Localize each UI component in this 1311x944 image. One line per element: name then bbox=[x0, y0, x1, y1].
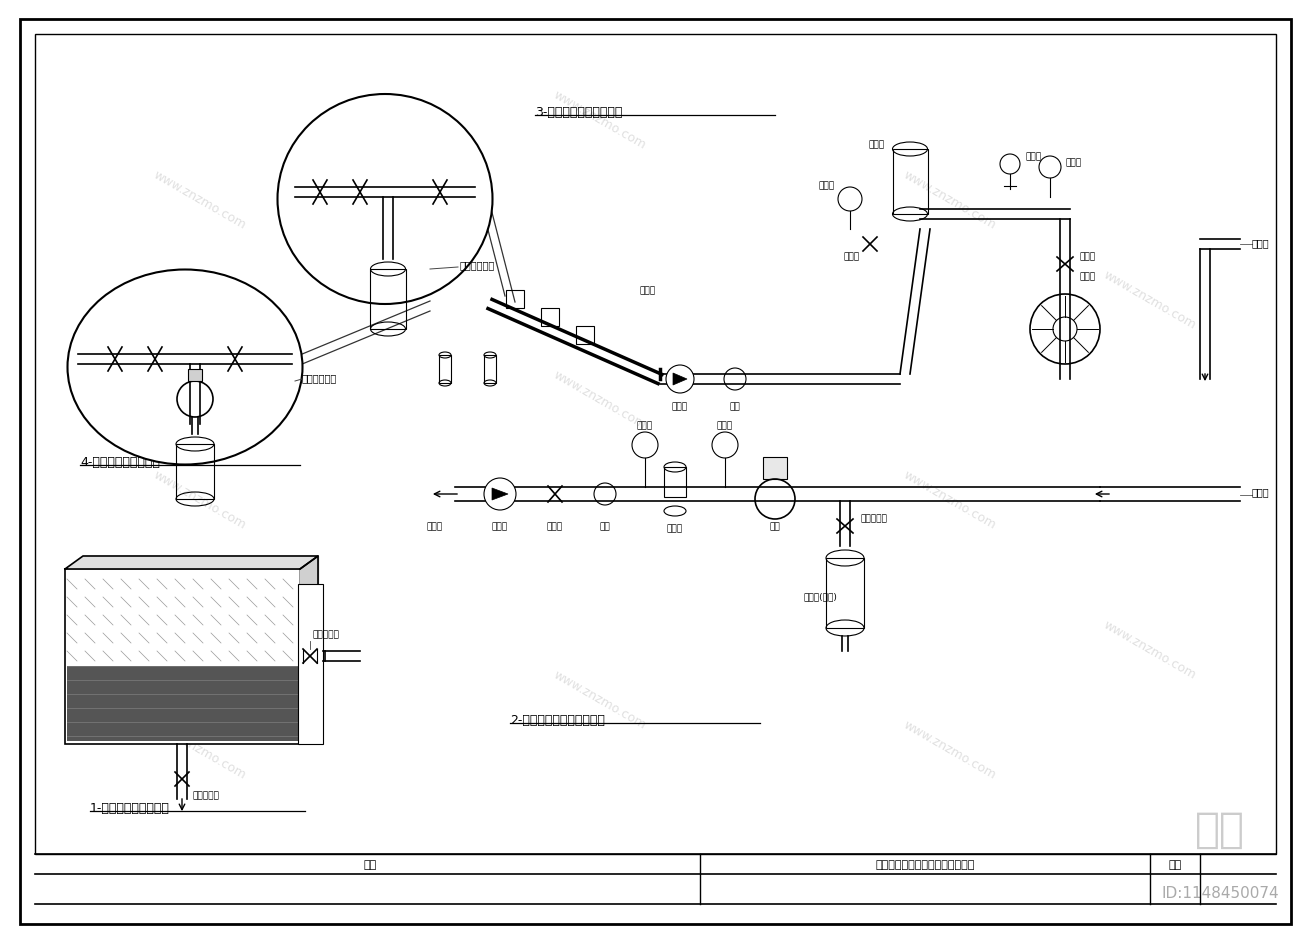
Bar bbox=[576, 327, 594, 345]
Text: 过滤器: 过滤器 bbox=[667, 523, 683, 532]
Text: 肥料罐(无压): 肥料罐(无压) bbox=[804, 592, 836, 601]
Bar bbox=[176, 445, 214, 499]
Text: 控制阀: 控制阀 bbox=[547, 521, 562, 531]
Text: 文丘里施肥器: 文丘里施肥器 bbox=[460, 260, 496, 270]
Bar bbox=[83, 556, 319, 732]
Text: 压力表: 压力表 bbox=[717, 421, 733, 430]
Text: 压力表: 压力表 bbox=[637, 421, 653, 430]
Text: www.znzmo.com: www.znzmo.com bbox=[1101, 617, 1198, 681]
Text: www.znzmo.com: www.znzmo.com bbox=[151, 467, 249, 531]
Text: 图号: 图号 bbox=[1168, 859, 1181, 869]
Bar bbox=[298, 584, 323, 744]
Text: www.znzmo.com: www.znzmo.com bbox=[902, 467, 999, 531]
Text: 微灌系统首部枢纽施肥结构示意图: 微灌系统首部枢纽施肥结构示意图 bbox=[876, 859, 974, 869]
Text: 排气阀: 排气阀 bbox=[1025, 152, 1041, 161]
Bar bbox=[35, 35, 1276, 854]
Text: 进水管: 进水管 bbox=[1252, 486, 1269, 497]
Bar bbox=[370, 270, 406, 329]
Text: 3-文丘里施肥结构示意图: 3-文丘里施肥结构示意图 bbox=[535, 106, 623, 118]
Text: 压力表: 压力表 bbox=[819, 181, 835, 191]
Bar bbox=[484, 356, 496, 383]
Text: 控制阀: 控制阀 bbox=[844, 252, 860, 261]
Text: 水泵: 水泵 bbox=[770, 521, 780, 531]
Bar bbox=[893, 150, 928, 215]
Text: 水表: 水表 bbox=[730, 401, 741, 411]
Text: 水量控制阀: 水量控制阀 bbox=[191, 791, 219, 800]
Text: 水表: 水表 bbox=[599, 521, 611, 531]
Circle shape bbox=[666, 365, 694, 394]
Text: www.znzmo.com: www.znzmo.com bbox=[1101, 268, 1198, 331]
Text: 逆止阀: 逆止阀 bbox=[492, 521, 509, 531]
Polygon shape bbox=[300, 556, 319, 744]
Text: 进水管: 进水管 bbox=[1252, 238, 1269, 247]
Text: 图纸: 图纸 bbox=[363, 859, 376, 869]
Ellipse shape bbox=[278, 95, 493, 305]
Text: www.znzmo.com: www.znzmo.com bbox=[552, 667, 649, 731]
Bar bbox=[541, 309, 558, 327]
Polygon shape bbox=[673, 374, 687, 385]
Text: www.znzmo.com: www.znzmo.com bbox=[902, 717, 999, 781]
Bar bbox=[66, 569, 300, 744]
Text: 肥料控制阀: 肥料控制阀 bbox=[312, 630, 338, 638]
Ellipse shape bbox=[67, 270, 303, 465]
Bar bbox=[506, 291, 524, 309]
Text: 2-首部泵前施肥结构示意图: 2-首部泵前施肥结构示意图 bbox=[510, 713, 604, 726]
Text: www.znzmo.com: www.znzmo.com bbox=[151, 717, 249, 781]
Text: www.znzmo.com: www.znzmo.com bbox=[552, 368, 649, 431]
Bar bbox=[663, 467, 686, 497]
Text: 过滤器: 过滤器 bbox=[1080, 272, 1096, 281]
Bar bbox=[439, 356, 451, 383]
Text: 逆止阀: 逆止阀 bbox=[673, 401, 688, 411]
Text: 压力表: 压力表 bbox=[640, 286, 656, 295]
Text: 知未: 知未 bbox=[1196, 808, 1245, 851]
Bar bbox=[826, 559, 864, 629]
Bar bbox=[187, 370, 202, 381]
Text: www.znzmo.com: www.znzmo.com bbox=[552, 88, 649, 152]
Text: 控制阀: 控制阀 bbox=[1080, 252, 1096, 261]
Text: www.znzmo.com: www.znzmo.com bbox=[151, 168, 249, 231]
Bar bbox=[763, 458, 787, 480]
Text: 压力表: 压力表 bbox=[1065, 159, 1082, 167]
Text: www.znzmo.com: www.znzmo.com bbox=[902, 168, 999, 231]
Bar bbox=[67, 666, 298, 741]
Text: 4-注射施肥结构示意图: 4-注射施肥结构示意图 bbox=[80, 455, 160, 468]
Circle shape bbox=[484, 479, 517, 511]
Polygon shape bbox=[492, 488, 507, 500]
Text: 肥料控制阀: 肥料控制阀 bbox=[860, 514, 886, 523]
Text: 出水管: 出水管 bbox=[427, 521, 443, 531]
Text: ID:1148450074: ID:1148450074 bbox=[1162, 885, 1278, 900]
Text: 过滤器: 过滤器 bbox=[869, 141, 885, 149]
Polygon shape bbox=[66, 556, 319, 569]
Text: 注射泵施肥器: 注射泵施肥器 bbox=[302, 373, 337, 382]
Text: 1-重力施肥结构示意图: 1-重力施肥结构示意图 bbox=[90, 801, 170, 814]
